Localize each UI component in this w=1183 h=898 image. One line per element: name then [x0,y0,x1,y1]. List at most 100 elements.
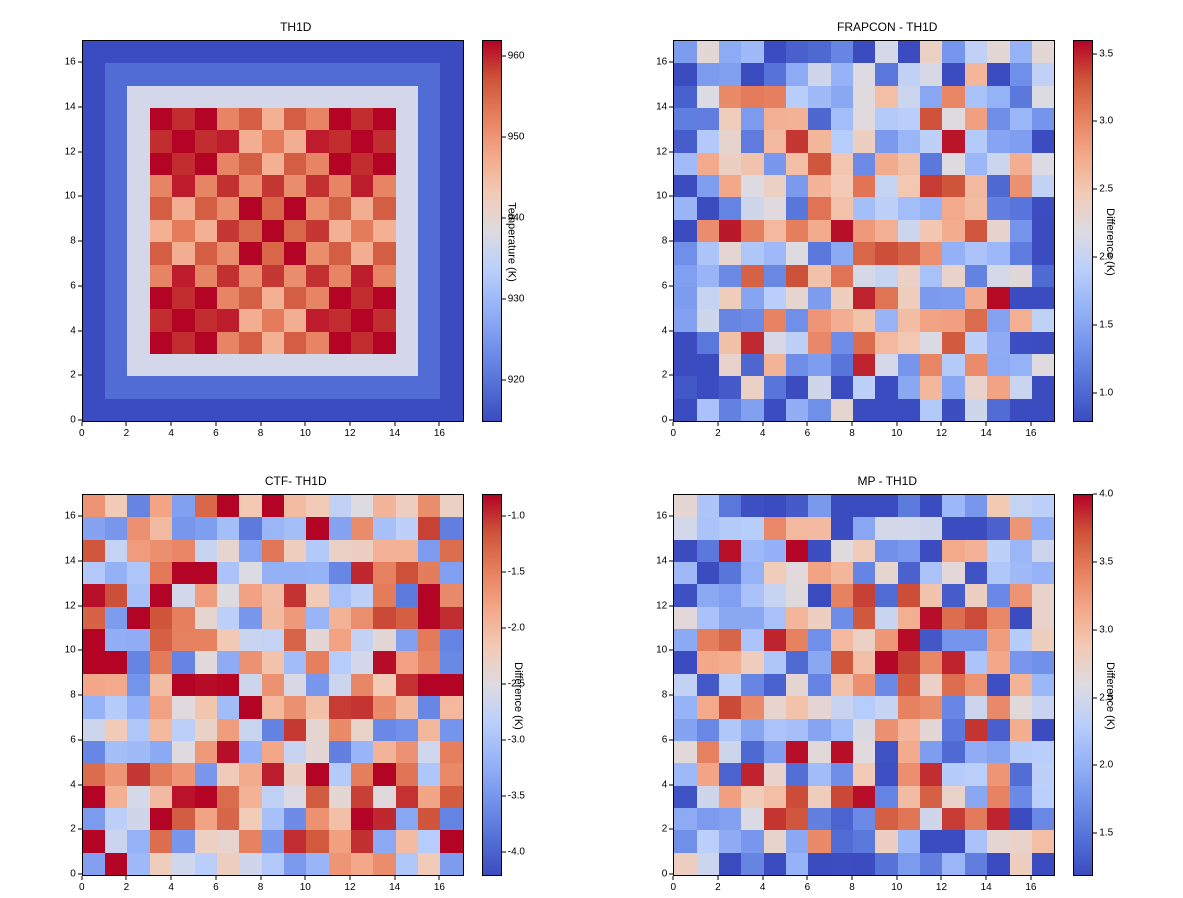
heatmap-cell [195,153,217,175]
heatmap-cell [1010,41,1032,63]
heatmap-cell [105,741,127,763]
heatmap-cell [396,332,418,354]
heatmap-cell [440,540,462,562]
heatmap-cell [942,287,964,309]
heatmap-cell [786,853,808,875]
heatmap-cell [172,197,194,219]
heatmap-cell [440,376,462,398]
y-tick-label: 2 [647,370,667,381]
heatmap-cell [351,332,373,354]
x-axis: 0246810121416 [82,876,462,898]
heatmap-cell [942,153,964,175]
heatmap-cell [105,763,127,785]
heatmap-cell [831,741,853,763]
heatmap-cell [920,399,942,421]
heatmap-cell [1032,197,1054,219]
heatmap-cell [1010,629,1032,651]
heatmap-cell [719,86,741,108]
heatmap-cell [898,651,920,673]
heatmap-cell [217,63,239,85]
heatmap-cell [831,830,853,852]
heatmap-cell [150,332,172,354]
x-tick-label: 0 [79,882,85,893]
heatmap-cell [987,399,1009,421]
heatmap-cell [239,287,261,309]
heatmap-cell [239,175,261,197]
heatmap-cell [987,629,1009,651]
heatmap-cell [239,517,261,539]
heatmap-cell [697,584,719,606]
heatmap-cell [284,86,306,108]
heatmap-cell [195,517,217,539]
heatmap-cell [1032,175,1054,197]
heatmap-cell [1010,584,1032,606]
heatmap-cell [127,108,149,130]
heatmap-cell [965,130,987,152]
heatmap-cell [1032,808,1054,830]
heatmap-cell [965,153,987,175]
heatmap-cell [418,562,440,584]
colorbar [482,494,502,876]
heatmap-cell [1010,220,1032,242]
heatmap-cell [875,741,897,763]
heatmap-cell [808,175,830,197]
heatmap-cell [831,86,853,108]
heatmap-cell [284,309,306,331]
heatmap-cell [418,130,440,152]
heatmap-cell [831,130,853,152]
heatmap-cell [396,108,418,130]
heatmap-cell [217,309,239,331]
heatmap-cell [1010,130,1032,152]
y-tick-label: 4 [647,325,667,336]
heatmap-cell [674,808,696,830]
heatmap-cell [786,130,808,152]
y-tick-label: 0 [56,415,76,426]
heatmap-cell [172,741,194,763]
heatmap-cell [284,584,306,606]
heatmap-cell [987,242,1009,264]
heatmap-cell [942,853,964,875]
heatmap-cell [83,540,105,562]
heatmap-cell [719,607,741,629]
heatmap-cell [741,108,763,130]
heatmap-cell [898,517,920,539]
heatmap-cell [697,63,719,85]
heatmap-cell [1032,242,1054,264]
heatmap-cell [239,242,261,264]
heatmap-cell [674,607,696,629]
heatmap-cell [150,674,172,696]
heatmap-cell [920,719,942,741]
heatmap-cell [83,786,105,808]
heatmap-column: 0246810121416 [673,494,1055,898]
heatmap-cell [105,786,127,808]
heatmap-cell [697,153,719,175]
heatmap-cell [786,808,808,830]
heatmap-cell [262,309,284,331]
heatmap-cell [1032,287,1054,309]
heatmap-cell [898,376,920,398]
heatmap-cell [741,674,763,696]
heatmap-cell [831,309,853,331]
heatmap-cell [418,808,440,830]
heatmap-cell [965,399,987,421]
heatmap-cell [306,517,328,539]
colorbar-tick-label: -3.0 [508,734,525,745]
heatmap-cell [440,242,462,264]
heatmap-cell [83,354,105,376]
heatmap-cell [329,287,351,309]
heatmap-cell [831,332,853,354]
heatmap-cell [373,86,395,108]
heatmap-cell [329,242,351,264]
heatmap-cell [195,242,217,264]
heatmap-cell [150,607,172,629]
heatmap-cell [831,242,853,264]
heatmap-cell [808,309,830,331]
heatmap-cell [786,86,808,108]
heatmap-cell [697,763,719,785]
heatmap-cell [373,741,395,763]
heatmap-cell [105,287,127,309]
y-tick-label: 0 [647,869,667,880]
heatmap-cell [942,763,964,785]
heatmap-cell [172,786,194,808]
heatmap-cell [808,629,830,651]
